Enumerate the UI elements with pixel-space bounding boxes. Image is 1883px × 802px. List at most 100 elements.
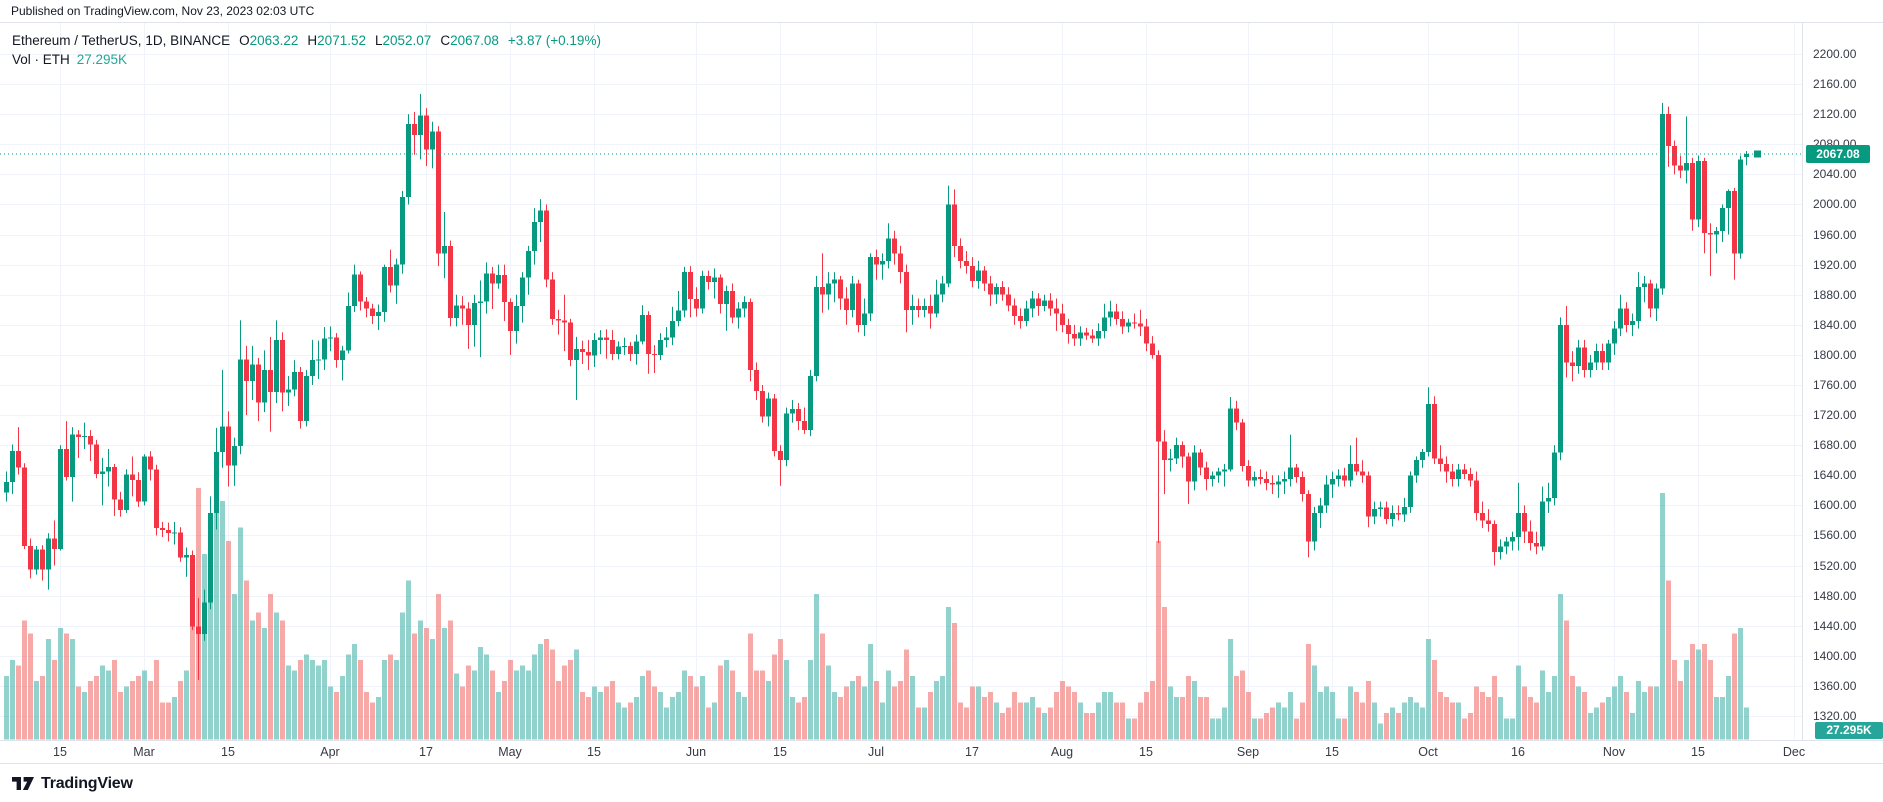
symbol-title[interactable]: Ethereum / TetherUS, 1D, BINANCE	[12, 33, 231, 48]
candle-body	[1354, 463, 1359, 472]
volume-bar	[772, 654, 777, 740]
volume-bar	[562, 665, 567, 740]
volume-bar	[1486, 697, 1491, 740]
time-tick-label: Oct	[1418, 745, 1438, 759]
price-tick-label: 2200.00	[1813, 46, 1857, 61]
candle-body	[1720, 208, 1725, 231]
candle-wick	[492, 266, 493, 310]
candle-body	[1588, 362, 1593, 370]
volume-bar	[178, 681, 183, 740]
candle-body	[922, 306, 927, 310]
candle-body	[1156, 354, 1161, 442]
volume-bar	[754, 670, 759, 740]
volume-bar	[202, 554, 207, 740]
volume-bar	[742, 697, 747, 740]
tradingview-logo-text[interactable]: TradingView	[41, 774, 133, 792]
volume-bar	[382, 660, 387, 740]
candle-body	[1444, 463, 1449, 472]
volume-bar	[1366, 681, 1371, 740]
volume-bar	[1324, 686, 1329, 740]
candle-body	[310, 360, 315, 376]
volume-bar	[910, 675, 915, 740]
candle-body	[526, 251, 531, 278]
candle-body	[130, 474, 135, 480]
volume-bar	[1336, 718, 1341, 740]
volume-bar	[58, 628, 63, 740]
volume-bar	[1690, 644, 1695, 740]
volume-bar	[1618, 675, 1623, 740]
candle-body	[1534, 542, 1539, 547]
candle-body	[1270, 482, 1275, 485]
volume-bar	[1036, 707, 1041, 740]
volume-bar	[40, 675, 45, 740]
candle-body	[1510, 536, 1515, 542]
volume-bar	[1276, 702, 1281, 740]
candle-body	[190, 555, 195, 627]
candle-body	[1066, 324, 1071, 334]
candle-body	[700, 275, 705, 309]
volume-bar	[1390, 707, 1395, 740]
volume-bar	[496, 691, 501, 740]
candle-wick	[1158, 350, 1159, 543]
volume-bar	[634, 697, 639, 740]
candle-body	[1300, 476, 1305, 495]
candle-body	[1234, 408, 1239, 423]
candle-body	[1192, 452, 1197, 482]
candle-wick	[834, 272, 835, 303]
time-tick-label: Mar	[133, 745, 155, 759]
candle-body	[1732, 190, 1737, 254]
candle-wick	[84, 422, 85, 449]
candle-body	[616, 346, 621, 355]
volume-bar	[88, 681, 93, 740]
candle-body	[886, 238, 891, 261]
volume-bar	[1432, 660, 1437, 740]
candle-body	[88, 436, 93, 445]
candle-body	[1186, 456, 1191, 482]
volume-bar	[604, 686, 609, 740]
candle-body	[442, 245, 447, 254]
candle-wick	[1278, 475, 1279, 498]
candle-body	[1516, 512, 1521, 537]
volume-bar	[1516, 665, 1521, 740]
tradingview-logo-icon[interactable]	[12, 777, 34, 790]
price-tick-label: 1840.00	[1813, 317, 1857, 332]
candle-body	[604, 337, 609, 340]
volume-bar	[556, 681, 561, 740]
volume-bar	[1150, 681, 1155, 740]
volume-bar	[1606, 697, 1611, 740]
candle-body	[148, 456, 153, 470]
volume-bar	[724, 660, 729, 740]
time-scale-axis[interactable]: 15 Mar 15 Apr 17 May 15 Jun 15 Jul 17 Aug 15 Sep 15 Oct…	[0, 740, 1883, 764]
volume-bar	[34, 681, 39, 740]
volume-bar	[544, 638, 549, 740]
candle-body	[1108, 311, 1113, 318]
candle-body	[52, 538, 57, 549]
candle-body	[202, 602, 207, 635]
candle-body	[1342, 475, 1347, 481]
volume-bar	[286, 665, 291, 740]
volume-bar	[1450, 702, 1455, 740]
candle-body	[1318, 505, 1323, 513]
candle-wick	[564, 294, 565, 352]
volume-bar	[670, 697, 675, 740]
candle-wick	[1284, 471, 1285, 495]
candle-body	[328, 337, 333, 339]
candle-body	[316, 359, 321, 361]
candle-wick	[480, 280, 481, 358]
candlestick-chart[interactable]	[0, 0, 1802, 742]
candle-body	[724, 290, 729, 304]
volume-bar	[652, 686, 657, 740]
volume-bar	[1048, 707, 1053, 740]
volume-bar	[1636, 681, 1641, 740]
candle-body	[1216, 471, 1221, 476]
volume-bar	[1666, 580, 1671, 740]
volume-bar	[1402, 702, 1407, 740]
volume-bar	[208, 514, 213, 740]
volume-bar	[856, 675, 861, 740]
candle-wick	[654, 345, 655, 373]
volume-bar	[460, 686, 465, 740]
price-scale-axis[interactable]: 2067.08 27.295K 2200.00 2160.00 2120.00 208…	[1802, 23, 1883, 764]
price-tick-label: 1360.00	[1813, 678, 1857, 693]
volume-label[interactable]: Vol · ETH	[12, 52, 70, 67]
volume-bar	[1300, 702, 1305, 740]
